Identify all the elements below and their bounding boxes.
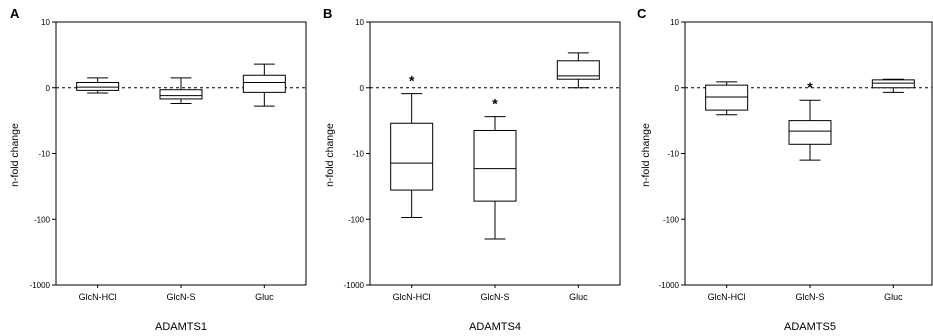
box-iqr	[391, 123, 433, 190]
y-tick-label: -100	[348, 215, 365, 224]
box-iqr	[706, 85, 748, 110]
y-axis-label: n-fold change	[324, 123, 336, 187]
y-tick-label: -1000	[344, 281, 365, 290]
gene-label: ADAMTS5	[784, 321, 836, 333]
y-axis-label: n-fold change	[9, 123, 21, 187]
y-tick-label: 0	[675, 84, 680, 93]
box-glcn-hcl	[706, 82, 748, 115]
x-tick-label: GlcN-S	[481, 292, 510, 302]
panel-label: A	[10, 6, 20, 21]
y-tick-label: -10	[667, 150, 679, 159]
box-iqr	[160, 90, 202, 99]
panel-label: C	[637, 6, 647, 21]
y-tick-label: 10	[41, 18, 50, 27]
y-tick-label: -1000	[659, 281, 680, 290]
significance-marker: *	[807, 79, 813, 95]
box-iqr	[789, 121, 831, 145]
box-gluc	[872, 79, 914, 92]
y-tick-label: -1000	[30, 281, 51, 290]
y-tick-label: 10	[355, 18, 364, 27]
x-tick-label: Gluc	[569, 292, 588, 302]
y-tick-label: 0	[46, 84, 51, 93]
box-gluc	[243, 64, 285, 106]
box-iqr	[557, 61, 599, 79]
x-tick-label: GlcN-S	[167, 292, 196, 302]
box-glcn-s: *	[789, 79, 831, 160]
panel-adamts1: A n-fold change ADAMTS1 10 0 -10 -100 -1000 G…	[9, 6, 306, 333]
plot-frame	[685, 22, 932, 285]
y-tick-label: -100	[34, 215, 51, 224]
box-gluc	[557, 53, 599, 88]
panel-label: B	[323, 6, 332, 21]
box-glcn-hcl: *	[391, 73, 433, 218]
y-tick-label: 10	[670, 18, 679, 27]
x-tick-label: GlcN-HCl	[79, 292, 117, 302]
x-tick-label: Gluc	[884, 292, 903, 302]
significance-marker: *	[409, 73, 415, 89]
y-axis-label: n-fold change	[640, 123, 652, 187]
gene-label: ADAMTS4	[469, 321, 521, 333]
box-iqr	[243, 75, 285, 92]
box-iqr	[77, 82, 119, 90]
box-iqr	[872, 80, 914, 88]
box-glcn-s: *	[474, 96, 516, 239]
y-tick-label: -100	[663, 215, 680, 224]
significance-marker: *	[492, 96, 498, 112]
y-tick-label: -10	[38, 150, 50, 159]
panel-adamts4: B n-fold change ADAMTS4 10 0 -10 -100 -1000 *…	[323, 6, 620, 333]
gene-label: ADAMTS1	[155, 321, 207, 333]
x-tick-label: Gluc	[255, 292, 274, 302]
box-glcn-hcl	[77, 78, 119, 93]
y-tick-label: -10	[352, 150, 364, 159]
plot-frame	[56, 22, 306, 285]
x-tick-label: GlcN-S	[796, 292, 825, 302]
x-tick-label: GlcN-HCl	[708, 292, 746, 302]
panel-adamts5: C n-fold change ADAMTS5 10 0 -10 -100 -1000 G…	[637, 6, 932, 333]
box-glcn-s	[160, 78, 202, 104]
x-tick-label: GlcN-HCl	[393, 292, 431, 302]
box-iqr	[474, 130, 516, 201]
y-tick-label: 0	[360, 84, 365, 93]
